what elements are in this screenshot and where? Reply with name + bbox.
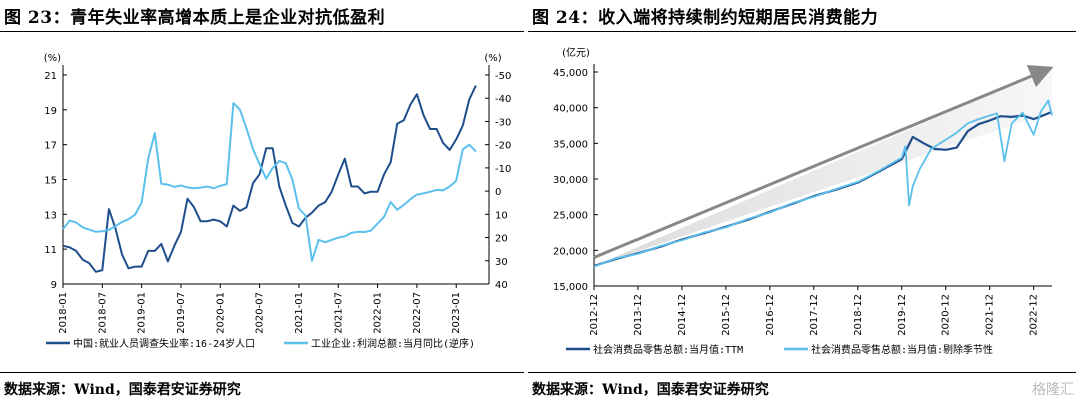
left-source-rule	[0, 372, 524, 373]
left-chart: (%) (%) 9 11 13 15 17 19 21 -50 -40 -30 -20 -10 0 10 20 3…	[44, 53, 512, 350]
left-y-unit: (%)	[44, 53, 61, 64]
right-y-tick-label: 30	[495, 257, 508, 268]
y-tick-label: 25,000	[553, 211, 588, 222]
right-y-tick-label: 10	[495, 210, 508, 221]
right-panel: 图 24：收入端将持续制约短期居民消费能力 (亿元) 15,000 20,000 25…	[528, 0, 1080, 404]
x-tick-label: 2022-12	[1029, 294, 1040, 336]
legend-label-profit: 工业企业:利润总额:当月同比(逆序)	[311, 337, 475, 350]
x-tick-label: 2015-12	[721, 294, 732, 336]
y-tick-label: 15,000	[553, 282, 588, 293]
x-tick-label: 2013-12	[633, 294, 644, 336]
retail-sales-seasonal-line	[593, 99, 1053, 268]
x-tick-label: 2018-12	[853, 294, 864, 336]
x-tick-label: 2021-07	[333, 292, 344, 334]
y-unit: (亿元)	[562, 46, 590, 59]
y-tick-label: 20,000	[553, 246, 588, 257]
right-title-rule	[528, 31, 1076, 32]
left-y-tick-label: 15	[44, 176, 57, 187]
x-tick-label: 2023-01	[451, 292, 462, 334]
legend-label-seasonal: 社会消费品零售总额:当月值:剔除季节性	[811, 343, 993, 356]
right-y-tick-label: -20	[495, 141, 511, 152]
legend-label-unemployment: 中国:就业人员调查失业率:16-24岁人口	[73, 337, 255, 350]
left-y-tick-label: 11	[44, 245, 57, 256]
x-tick-label: 2020-01	[215, 292, 226, 334]
left-chart-title: 图 23：青年失业率高增本质上是企业对抗低盈利	[4, 8, 386, 28]
right-chart-title: 图 24：收入端将持续制约短期居民消费能力	[532, 8, 879, 28]
x-tick-label: 2021-12	[985, 294, 996, 336]
left-y-tick-label: 17	[44, 141, 57, 152]
x-tick-label: 2022-01	[373, 292, 384, 334]
right-y-tick-label: -30	[495, 117, 511, 128]
left-panel: 图 23：青年失业率高增本质上是企业对抗低盈利 (%) (%) 9 11 13 15 17 1…	[0, 0, 528, 404]
right-y-tick-label: -10	[495, 164, 511, 175]
y-tick-label: 35,000	[553, 139, 588, 150]
x-tick-label: 2018-07	[97, 292, 108, 334]
y-tick-label: 45,000	[553, 68, 588, 79]
x-tick-label: 2012-12	[589, 294, 600, 336]
x-tick-label: 2020-07	[255, 292, 266, 334]
right-chart: (亿元) 15,000 20,000 25,000 30,000 35,000 40,000…	[553, 46, 1054, 356]
left-y-tick-label: 13	[44, 210, 57, 221]
watermark-logo: 格隆汇	[1032, 382, 1074, 398]
right-y-tick-label: 40	[495, 280, 508, 291]
right-y-tick-label: 20	[495, 234, 508, 245]
left-source-note: 数据来源：Wind，国泰君安证券研究	[4, 382, 241, 398]
x-tick-label: 2019-01	[137, 292, 148, 334]
y-tick-label: 40,000	[553, 104, 588, 115]
left-title-rule	[0, 31, 524, 32]
x-tick-label: 2020-12	[941, 294, 952, 336]
x-tick-label: 2016-12	[765, 294, 776, 336]
x-tick-label: 2022-07	[412, 292, 423, 334]
x-tick-label: 2014-12	[677, 294, 688, 336]
right-y-tick-label: 0	[495, 187, 501, 198]
x-tick-label: 2018-01	[58, 292, 69, 334]
y-tick-label: 30,000	[553, 175, 588, 186]
legend-label-ttm: 社会消费品零售总额:当月值:TTM	[593, 343, 743, 356]
right-y-tick-label: -40	[495, 94, 511, 105]
left-y-tick-label: 21	[44, 71, 57, 82]
right-source-rule	[528, 372, 1076, 373]
right-y-unit: (%)	[484, 53, 501, 64]
right-source-note: 数据来源：Wind，国泰君安证券研究	[532, 382, 769, 398]
x-tick-label: 2019-12	[897, 294, 908, 336]
trend-shading	[594, 67, 1052, 267]
x-tick-label: 2021-01	[294, 292, 305, 334]
youth-unemployment-line	[62, 85, 477, 273]
left-y-tick-label: 9	[51, 280, 57, 291]
right-y-tick-label: -50	[495, 71, 511, 82]
industrial-profit-line	[62, 102, 477, 262]
trend-arrow	[593, 65, 1054, 259]
left-y-tick-label: 19	[44, 106, 57, 117]
x-tick-label: 2019-07	[176, 292, 187, 334]
x-tick-label: 2017-12	[809, 294, 820, 336]
